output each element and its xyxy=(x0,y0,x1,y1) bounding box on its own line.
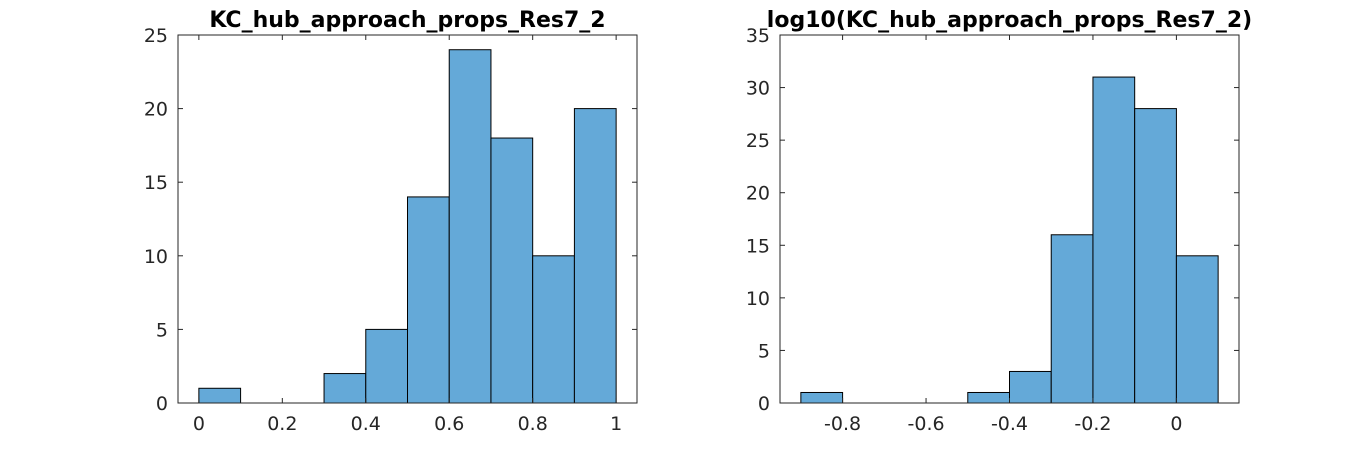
histogram-bar xyxy=(573,108,617,404)
chart-title: KC_hub_approach_props_Res7_2 xyxy=(209,8,605,33)
axes-box xyxy=(177,34,638,404)
histogram-bar xyxy=(407,196,450,404)
x-tick-label: 0 xyxy=(1170,413,1182,435)
y-tick-label: 10 xyxy=(144,246,168,268)
histogram-bar xyxy=(1092,76,1136,404)
x-tick-label: -0.6 xyxy=(908,413,945,435)
y-tick-label: 30 xyxy=(746,78,770,100)
x-tick-label: 1 xyxy=(610,413,622,435)
histogram-chart-left: 0 5 10 15 20 25 0 0.2 0.4 0.6 0.8 1 KC_hub_approach_… xyxy=(144,8,638,435)
y-tick-label: 15 xyxy=(144,172,168,194)
y-tick-label: 25 xyxy=(144,25,168,47)
y-tick-label: 0 xyxy=(156,393,168,415)
x-tick-label: 0.8 xyxy=(518,413,548,435)
y-tick-label: 35 xyxy=(746,25,770,47)
y-tick-label: 20 xyxy=(746,183,770,205)
histogram-bar xyxy=(967,391,1010,404)
x-tick-label: 0.4 xyxy=(351,413,381,435)
histogram-bar xyxy=(490,137,534,404)
y-tick-label: 0 xyxy=(758,393,770,415)
x-tick-label: 0.6 xyxy=(434,413,464,435)
histogram-bar xyxy=(323,373,367,404)
histogram-bar xyxy=(1134,108,1177,404)
y-tick-label: 20 xyxy=(144,99,168,121)
x-tick-label: -0.4 xyxy=(991,413,1028,435)
histogram-bar xyxy=(448,49,492,404)
y-tick-label: 25 xyxy=(746,130,770,152)
histogram-bar xyxy=(800,391,844,404)
y-tick-label: 5 xyxy=(156,319,168,341)
histogram-bar xyxy=(198,387,242,404)
histogram-chart-right: 0 5 10 15 20 25 30 35 -0.8 -0.6 -0.4 -0.2 0 log10(KC_… xyxy=(746,8,1252,435)
histogram-bar xyxy=(365,328,409,404)
x-tick-label: 0 xyxy=(193,413,205,435)
histogram-bar xyxy=(1175,255,1219,404)
histogram-bar xyxy=(1050,234,1094,404)
histogram-bar xyxy=(532,255,575,404)
y-tick-label: 5 xyxy=(758,340,770,362)
y-tick-label: 10 xyxy=(746,288,770,310)
x-tick-label: 0.2 xyxy=(267,413,297,435)
x-tick-label: -0.2 xyxy=(1074,413,1111,435)
y-tick-label: 15 xyxy=(746,235,770,257)
x-tick-label: -0.8 xyxy=(824,413,861,435)
chart-title: log10(KC_hub_approach_props_Res7_2) xyxy=(767,8,1252,33)
histogram-bar xyxy=(1009,370,1052,404)
